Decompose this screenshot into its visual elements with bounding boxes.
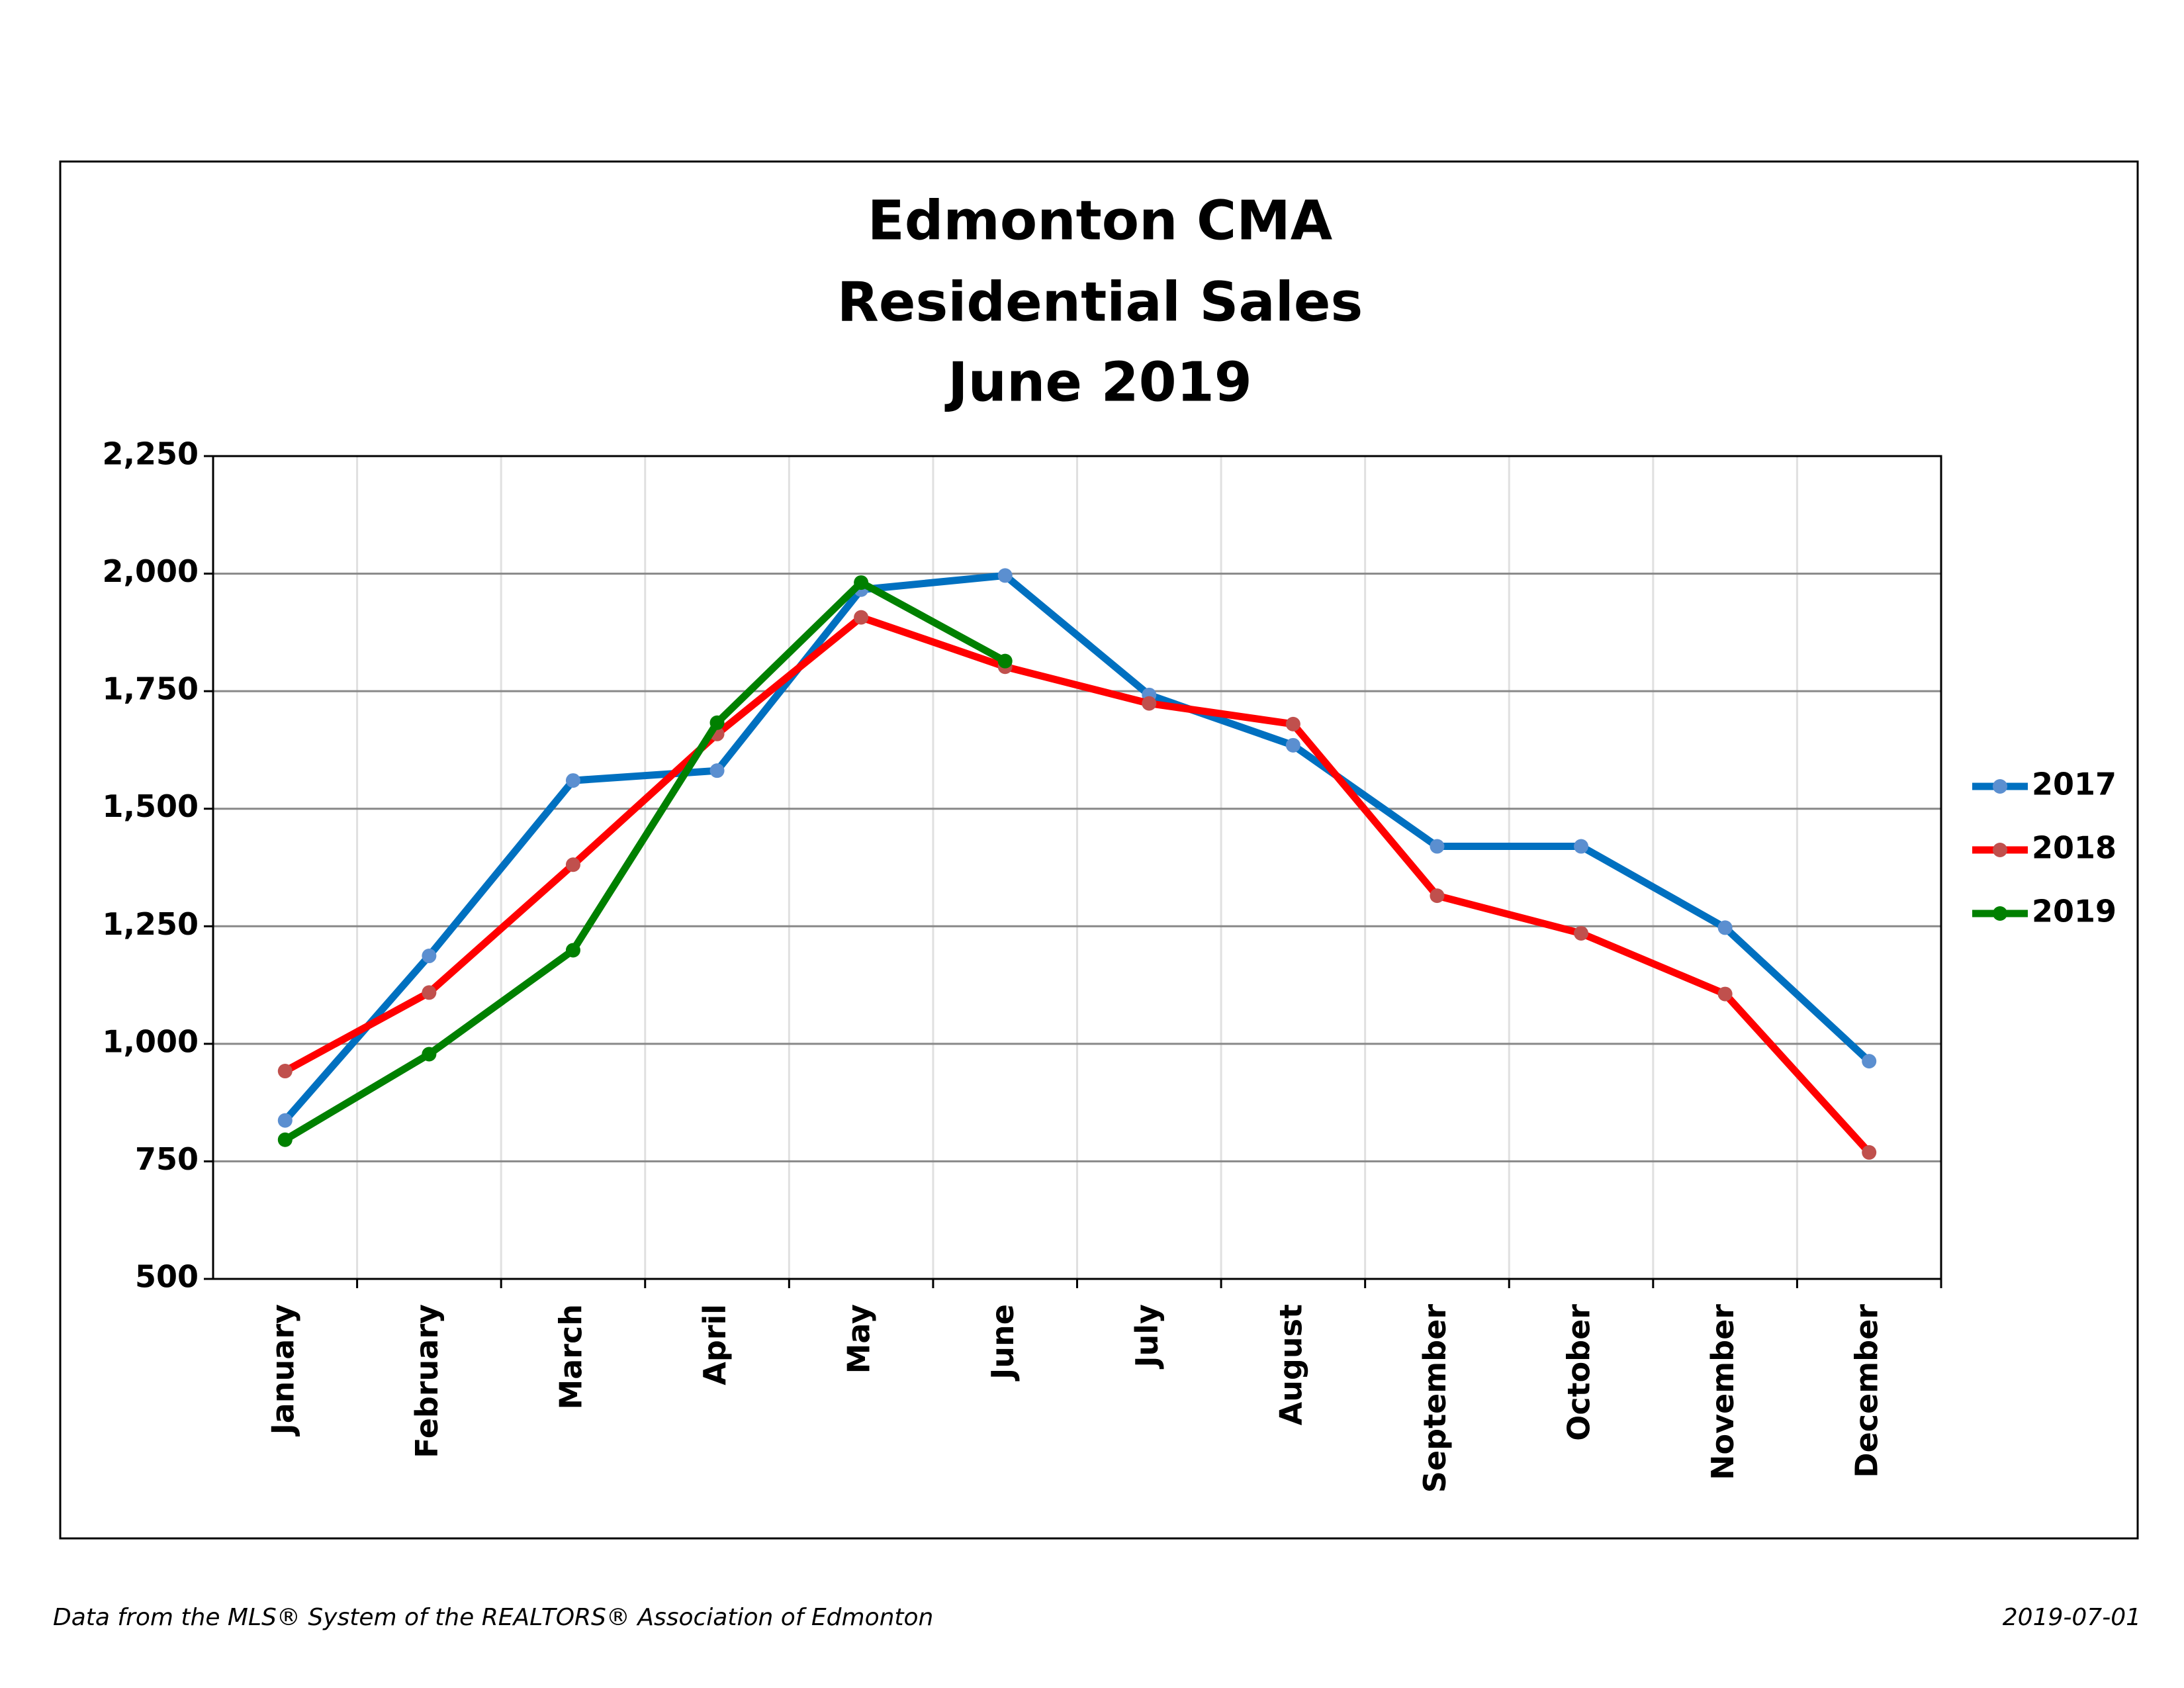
chart-border [59,160,2139,1540]
data-point [565,943,580,958]
series-line [282,571,1872,1123]
x-tick-label: July [1129,1304,1165,1370]
y-tick-label: 500 [135,1259,199,1295]
y-tick-label: 1,500 [102,788,199,824]
data-point [1285,737,1300,753]
data-point [1862,1145,1877,1160]
data-point [1574,925,1589,941]
chart-title: June 2019 [944,351,1252,414]
data-point [565,773,580,788]
legend-marker [1993,906,2007,921]
data-point [854,575,869,590]
data-point [997,653,1013,669]
data-point [997,568,1013,583]
chart-title: Residential Sales [837,271,1363,334]
data-point [422,1047,437,1062]
plot-frame [212,455,1942,1280]
legend-label: 2017 [2032,767,2116,802]
data-point [1142,696,1157,711]
data-point [565,857,580,872]
y-tick-label: 2,250 [102,436,199,472]
y-tick-label: 2,000 [102,553,199,589]
data-point [709,715,725,730]
series-line [283,614,1872,1155]
chart-title: Edmonton CMA [868,189,1333,252]
x-tick-label: February [409,1304,445,1458]
x-tick-label: March [553,1304,588,1410]
y-tick-label: 1,750 [102,671,199,707]
data-point [277,1132,293,1147]
data-point [1285,716,1300,731]
y-tick-label: 750 [135,1141,199,1177]
x-tick-label: October [1561,1304,1597,1441]
data-point [1574,839,1589,854]
y-tick-label: 1,000 [102,1023,199,1059]
y-tick-label: 1,250 [102,906,199,942]
series-line [283,579,1007,1143]
legend-marker [1993,779,2007,794]
source-note: Data from the MLS® System of the REALTOR… [53,1604,933,1631]
legend-label: 2018 [2032,830,2116,866]
x-tick-label: December [1849,1304,1885,1478]
legend-label: 2019 [2032,894,2116,929]
x-tick-label: November [1705,1304,1741,1480]
x-tick-label: May [841,1304,877,1374]
data-point [1430,839,1445,854]
data-point [1717,986,1733,1002]
x-tick-label: September [1417,1304,1453,1493]
data-point [277,1064,293,1079]
data-point [854,610,869,625]
data-point [422,949,437,964]
x-tick-label: April [697,1304,733,1385]
data-point [1430,888,1445,904]
data-point [422,985,437,1000]
x-tick-label: August [1273,1304,1308,1425]
data-point [277,1113,293,1128]
x-tick-label: January [265,1304,300,1436]
data-point [1717,920,1733,935]
date-note: 2019-07-01 [2003,1604,2141,1631]
data-point [1862,1054,1877,1069]
x-tick-label: June [985,1304,1021,1382]
data-point [709,763,725,778]
legend-marker [1993,843,2007,857]
